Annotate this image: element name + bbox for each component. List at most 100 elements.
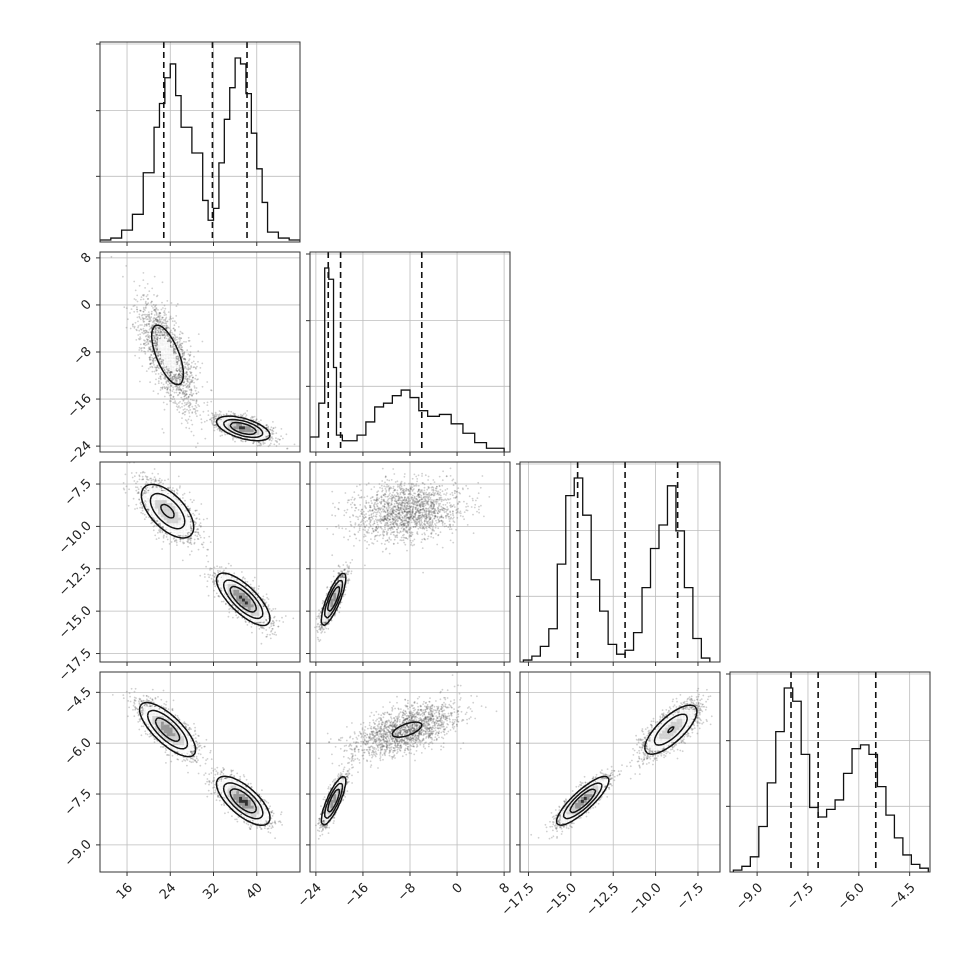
scatter-point <box>142 332 145 335</box>
scatter-point <box>250 417 252 419</box>
scatter-point <box>147 318 149 320</box>
scatter-point <box>227 410 230 413</box>
scatter-point <box>196 537 199 540</box>
scatter-point <box>142 319 145 321</box>
hist-bar <box>143 173 154 242</box>
scatter-point <box>163 369 166 371</box>
scatter-point <box>161 329 164 332</box>
scatter-point <box>148 290 151 293</box>
scatter-point <box>178 379 181 381</box>
scatter-point <box>155 327 158 330</box>
scatter-point <box>187 387 190 389</box>
scatter-point <box>136 492 139 495</box>
scatter-point <box>155 328 157 331</box>
scatter-point <box>148 339 151 342</box>
density-cell <box>253 434 257 438</box>
scatter-point <box>141 478 144 481</box>
scatter-point <box>166 320 169 323</box>
scatter-point <box>134 508 136 510</box>
scatter-point <box>158 479 161 482</box>
scatter-point <box>189 553 191 556</box>
scatter-point <box>190 550 193 553</box>
density-cell <box>236 420 240 424</box>
density-cell <box>247 431 252 435</box>
scatter-point <box>146 476 149 478</box>
contours-1-0 <box>150 324 271 442</box>
hist-bar <box>224 119 229 242</box>
scatter-point <box>166 334 169 337</box>
scatter-point <box>144 309 146 311</box>
scatter-point <box>158 351 161 354</box>
scatter-point <box>147 367 150 370</box>
scatter-point <box>171 376 174 378</box>
hist-bar <box>392 396 401 452</box>
scatter-point <box>155 320 158 323</box>
scatter-point <box>169 374 172 377</box>
scatter-point <box>215 414 218 417</box>
scatter-point <box>138 313 141 316</box>
scatter-point <box>156 316 159 319</box>
scatter-point <box>154 534 157 537</box>
scatter-point <box>219 435 222 437</box>
scatter-point <box>160 363 162 365</box>
density-cell <box>163 353 168 357</box>
scatter-point <box>186 371 188 374</box>
scatter-point <box>185 372 188 375</box>
scatter-point <box>151 300 153 303</box>
scatter-point <box>188 385 191 387</box>
density-cell <box>236 431 240 435</box>
scatter-point <box>159 351 162 354</box>
scatter-point <box>140 503 143 506</box>
scatter-point <box>166 372 169 375</box>
scatter-point <box>184 394 187 397</box>
scatter-point <box>158 357 161 360</box>
scatter-point <box>155 341 158 344</box>
scatter-point <box>143 489 146 492</box>
scatter-point <box>207 410 210 412</box>
scatter-point <box>155 348 158 351</box>
scatter-point <box>162 333 164 336</box>
scatter-point <box>183 352 186 355</box>
scatter-point <box>244 412 247 415</box>
scatter-point <box>141 475 144 478</box>
scatter-point <box>214 411 217 414</box>
scatter-point <box>159 334 162 337</box>
scatter-point <box>152 361 155 363</box>
scatter-point <box>232 436 235 439</box>
scatter-point <box>188 385 191 388</box>
scatter-point <box>157 315 160 318</box>
scatter-point <box>154 331 157 334</box>
hist-outline <box>310 267 505 452</box>
scatter-point <box>176 358 179 360</box>
scatter-point <box>144 287 147 289</box>
hist-bar <box>192 153 203 242</box>
density-cell <box>224 428 228 433</box>
scatter-point <box>155 318 158 321</box>
scatter-point <box>180 370 183 372</box>
scatter-point <box>166 371 169 374</box>
scatter-point <box>142 310 145 313</box>
scatter-point <box>176 403 179 406</box>
scatter-point <box>170 382 173 385</box>
scatter-point <box>154 318 157 321</box>
scatter-point <box>152 358 155 361</box>
scatter-point <box>172 386 175 389</box>
scatter-point <box>155 317 158 319</box>
scatter-point <box>160 360 163 363</box>
scatter-point <box>180 390 183 392</box>
scatter-point <box>174 379 177 381</box>
scatter-point <box>173 375 176 378</box>
scatter-point <box>155 345 158 347</box>
scatter-point <box>189 541 192 543</box>
scatter-point <box>154 366 156 369</box>
hist-bar <box>348 441 357 452</box>
density-cell <box>253 437 257 441</box>
scatter-point <box>213 424 216 427</box>
scatter-point <box>206 381 209 383</box>
scatter-point <box>282 437 284 440</box>
scatter-point <box>136 308 139 311</box>
scatter-point <box>179 374 181 377</box>
scatter-point <box>181 348 183 351</box>
scatter-point <box>188 412 191 414</box>
scatter-point <box>145 315 148 318</box>
